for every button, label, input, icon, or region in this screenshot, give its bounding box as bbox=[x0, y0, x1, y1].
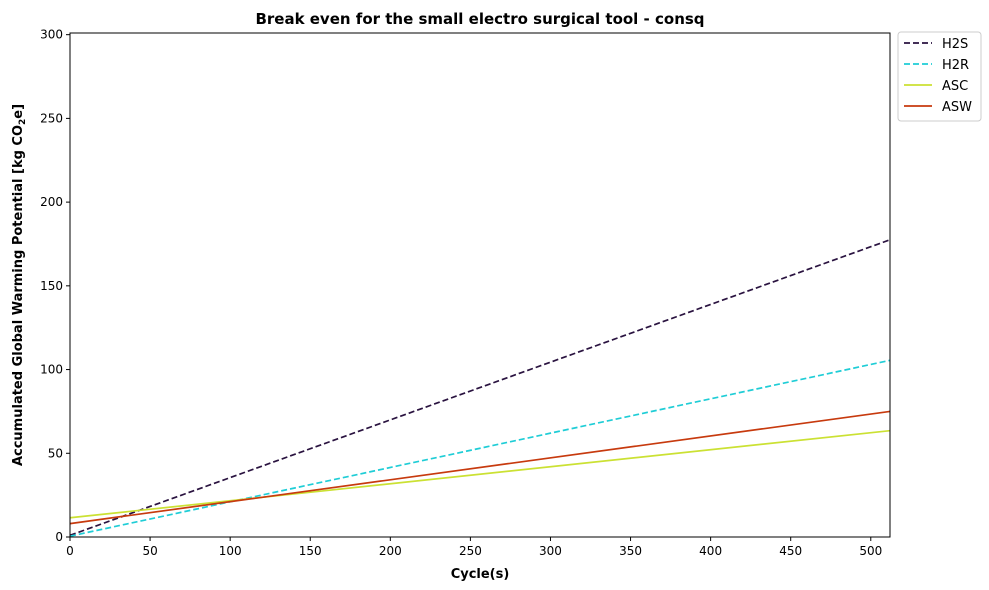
legend-label-asw: ASW bbox=[942, 100, 972, 115]
legend-label-h2s: H2S bbox=[942, 37, 968, 52]
y-tick-label: 100 bbox=[40, 363, 63, 377]
x-tick-label: 150 bbox=[299, 544, 322, 558]
y-axis-label-subscript: 2 bbox=[18, 119, 28, 125]
y-axis-label: Accumulated Global Warming Potential [kg… bbox=[11, 104, 28, 466]
legend-label-h2r: H2R bbox=[942, 58, 969, 73]
y-axis-label-end: e] bbox=[11, 104, 26, 119]
x-tick-label: 500 bbox=[859, 544, 882, 558]
axis-ticks: 0 50 100 150 200 250 300 350 400 450 500 0 50 100 150 2… bbox=[40, 28, 882, 558]
x-tick-label: 200 bbox=[379, 544, 402, 558]
y-tick-label: 250 bbox=[40, 111, 63, 125]
y-tick-label: 0 bbox=[55, 530, 63, 544]
series-lines bbox=[69, 238, 891, 537]
legend-label-asc: ASC bbox=[942, 79, 968, 94]
legend: H2S H2R ASC ASW bbox=[897, 31, 982, 122]
x-tick-label: 100 bbox=[219, 544, 242, 558]
y-tick-label: 200 bbox=[40, 195, 63, 209]
x-tick-label: 300 bbox=[539, 544, 562, 558]
series-line-asc bbox=[69, 429, 891, 519]
y-tick-label: 50 bbox=[48, 446, 63, 460]
x-tick-label: 350 bbox=[619, 544, 642, 558]
y-axis-label-main: Accumulated Global Warming Potential [kg… bbox=[11, 125, 26, 466]
y-tick-label: 300 bbox=[40, 28, 63, 42]
x-tick-label: 400 bbox=[699, 544, 722, 558]
x-tick-label: 450 bbox=[779, 544, 802, 558]
x-tick-label: 50 bbox=[142, 544, 157, 558]
x-tick-label: 250 bbox=[459, 544, 482, 558]
legend-box bbox=[897, 31, 982, 122]
x-tick-label: 0 bbox=[66, 544, 74, 558]
plot-frame bbox=[69, 32, 891, 538]
series-line-h2s bbox=[69, 238, 891, 537]
series-line-h2r bbox=[69, 359, 891, 537]
chart-title: Break even for the small electro surgica… bbox=[255, 10, 704, 28]
x-axis-label: Cycle(s) bbox=[451, 567, 510, 582]
series-line-asw bbox=[69, 410, 891, 525]
y-tick-label: 150 bbox=[40, 279, 63, 293]
